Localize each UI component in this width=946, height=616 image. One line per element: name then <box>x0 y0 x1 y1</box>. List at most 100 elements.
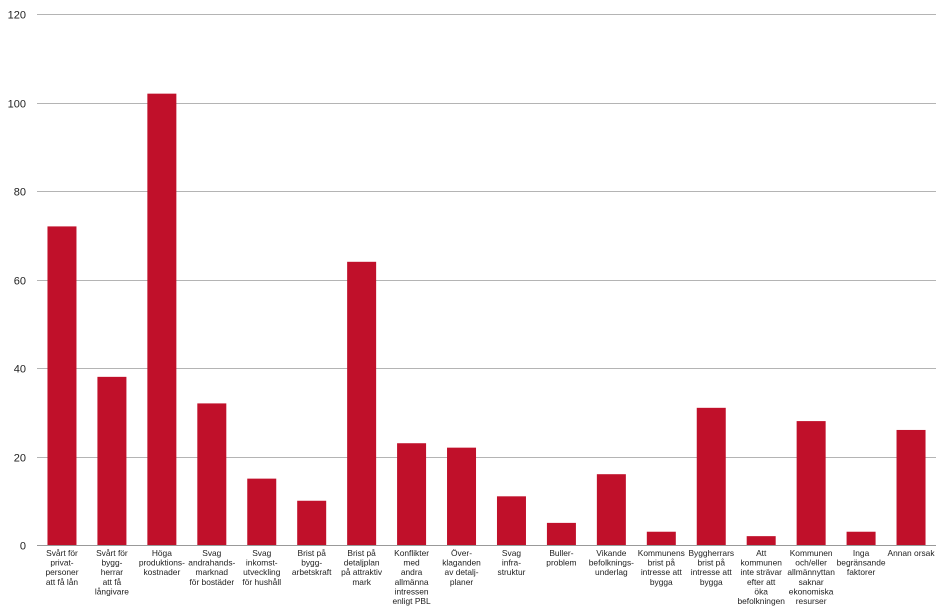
category-label-line: Byggherrars <box>688 548 734 558</box>
y-tick-label: 0 <box>20 541 26 553</box>
category-label: Att kommunen inte strävar efter att öka befol… <box>737 548 785 606</box>
bar <box>147 93 177 546</box>
category-label-line: inte strävar <box>740 567 782 577</box>
category-label-line: för bostäder <box>189 577 234 587</box>
category-label-line: Kommunen <box>790 548 833 558</box>
category-label-line: av detalj- <box>445 567 479 577</box>
category-label-line: Brist på <box>347 548 376 558</box>
category-label-line: Annan orsak <box>888 548 936 558</box>
category-label-line: planer <box>450 577 473 587</box>
category-label-line: Svag <box>202 548 221 558</box>
bar <box>97 376 127 545</box>
category-label-line: Över- <box>451 548 472 558</box>
category-label-line: kostnader <box>143 567 180 577</box>
category-label-line: befolknings- <box>589 558 634 568</box>
category-label-line: mark <box>352 577 371 587</box>
category-label: Svag andrahands-marknad för bostäder <box>188 548 235 587</box>
y-tick-label: 40 <box>14 364 26 376</box>
category-label-line: Svårt för <box>46 548 78 558</box>
bar <box>696 407 726 545</box>
category-label-line: utveckling <box>243 567 281 577</box>
category-label-line: enligt PBL <box>392 596 431 606</box>
bar <box>496 496 526 545</box>
category-label: Svag infra-struktur <box>498 548 526 577</box>
category-label-line: bygga <box>700 577 723 587</box>
bar <box>47 226 77 545</box>
category-label-line: klaganden <box>442 558 481 568</box>
category-label: Svårt för privat-personer att få lån <box>45 548 78 587</box>
category-label-line: med <box>403 558 420 568</box>
y-tick-label: 80 <box>14 187 26 199</box>
category-label-line: herrar <box>101 567 124 577</box>
category-label-line: kommunen <box>740 558 782 568</box>
category-label-line: intressen <box>395 586 429 596</box>
bar <box>297 500 327 545</box>
bar <box>546 522 576 546</box>
category-label: Brist på detaljplan på attraktiv mark <box>341 548 383 587</box>
category-label-line: befolkningen <box>737 596 785 606</box>
category-label-line: Buller- <box>549 548 573 558</box>
category-label: Höga produktions-kostnader <box>139 548 185 577</box>
bar <box>447 447 477 545</box>
category-label-line: resurser <box>796 596 827 606</box>
category-label-line: personer <box>45 567 78 577</box>
category-label-line: saknar <box>799 577 824 587</box>
category-label-line: brist på <box>648 558 676 568</box>
bar <box>746 536 776 545</box>
category-label-line: allmänna <box>395 577 429 587</box>
category-label: Annan orsak <box>888 548 936 558</box>
bar <box>197 403 227 545</box>
category-label-line: Konflikter <box>394 548 429 558</box>
category-label-line: inkomst- <box>246 558 278 568</box>
y-tick-label: 120 <box>8 10 26 22</box>
category-label-line: arbetskraft <box>292 567 332 577</box>
category-label-line: produktions- <box>139 558 185 568</box>
category-label: Brist på bygg-arbetskraft <box>292 548 332 577</box>
category-label-line: och/eller <box>795 558 827 568</box>
category-label-line: underlag <box>595 567 628 577</box>
category-label: Konflikter med andra allmänna intressen enlig… <box>392 548 431 606</box>
category-label-line: efter att <box>747 577 776 587</box>
category-label-line: Att <box>756 548 767 558</box>
category-label: Buller-problem <box>546 548 576 568</box>
category-label: Byggherrars brist på intresse att bygga <box>688 548 734 587</box>
category-label-line: på attraktiv <box>341 567 383 577</box>
category-label-line: Vikande <box>596 548 626 558</box>
category-label-line: allmännyttan <box>787 567 835 577</box>
category-label-line: infra- <box>502 558 521 568</box>
category-label: Kommunens brist på intresse att bygga <box>638 548 685 587</box>
category-label-line: Svag <box>252 548 271 558</box>
category-label: Svårt för bygg-herrar att få långivare <box>95 548 129 596</box>
bar <box>397 443 427 545</box>
category-label-line: struktur <box>498 567 526 577</box>
category-label-line: långivare <box>95 586 129 596</box>
bar <box>796 421 826 545</box>
category-label-line: öka <box>754 586 768 596</box>
category-label-line: Svag <box>502 548 521 558</box>
category-labels: Svårt för privat-personer att få lånSvårt … <box>45 548 935 606</box>
category-label-line: andra <box>401 567 423 577</box>
category-label-line: för hushåll <box>242 577 281 587</box>
category-label: Inga begränsande faktorer <box>837 548 886 577</box>
category-label-line: begränsande <box>837 558 886 568</box>
y-axis-tick-labels: 0 20 40 60 80 100 120 <box>8 10 26 553</box>
category-label-line: intresse att <box>641 567 683 577</box>
category-label-line: Höga <box>152 548 172 558</box>
category-label-line: privat- <box>50 558 73 568</box>
category-label: Över-klaganden av detalj-planer <box>442 548 481 587</box>
category-label-line: ekonomiska <box>789 586 834 596</box>
y-tick-label: 60 <box>14 276 26 288</box>
category-label-line: Inga <box>853 548 870 558</box>
category-label-line: detaljplan <box>344 558 380 568</box>
bars <box>47 93 926 546</box>
category-label: Kommunen och/eller allmännyttan saknar ekono… <box>787 548 835 606</box>
category-label-line: att få lån <box>46 577 78 587</box>
category-label-line: bygg- <box>101 558 122 568</box>
category-label-line: marknad <box>196 567 229 577</box>
category-label-line: problem <box>546 558 576 568</box>
category-label: Svag inkomst-utveckling för hushåll <box>242 548 281 587</box>
y-tick-label: 100 <box>8 99 26 111</box>
y-tick-label: 20 <box>14 453 26 465</box>
bar <box>596 474 626 545</box>
